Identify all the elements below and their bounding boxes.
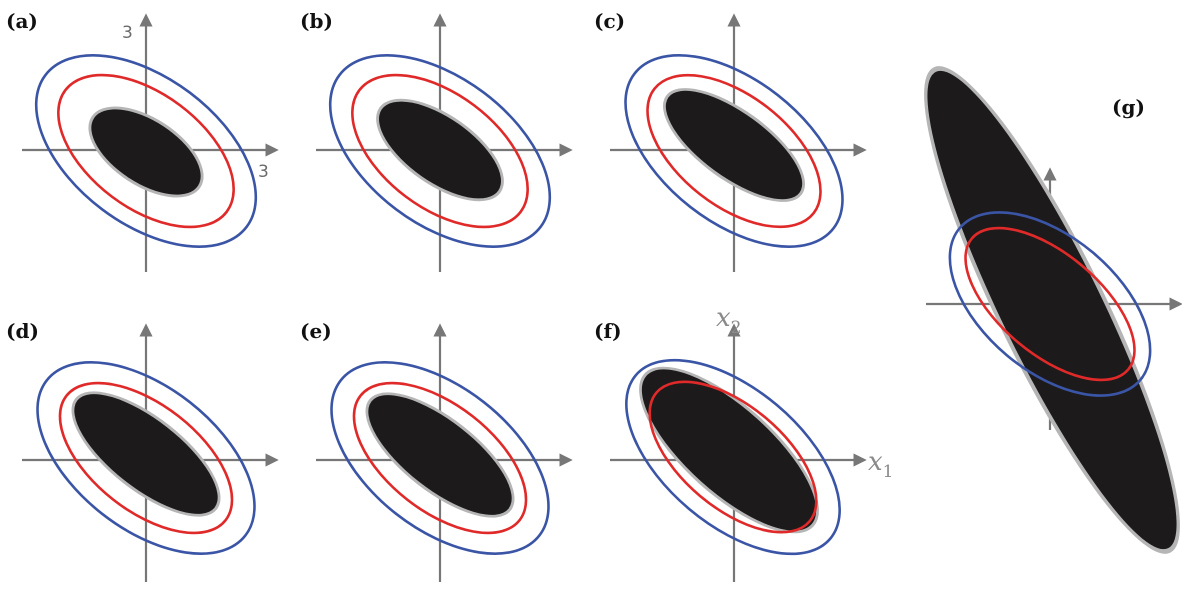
- panel-label: (f): [594, 319, 622, 343]
- inner-ellipse: [646, 73, 822, 229]
- sample-cloud: [91, 109, 201, 195]
- outer-ellipse: [624, 54, 844, 248]
- outer-ellipse: [36, 361, 256, 555]
- x-axis-name: x1: [868, 447, 894, 482]
- panel-label: (e): [300, 319, 332, 343]
- outer-ellipse: [328, 54, 552, 248]
- inner-ellipse: [352, 381, 528, 535]
- inner-ellipse: [58, 381, 234, 535]
- sample-cloud: [368, 395, 512, 515]
- inner-ellipse: [57, 73, 235, 229]
- panel-label: (b): [300, 9, 333, 33]
- panel-b: (b): [300, 9, 573, 272]
- panel-g: (g): [924, 66, 1182, 554]
- sample-cloud: [74, 394, 218, 514]
- inner-ellipse: [648, 380, 818, 534]
- panel-label: (c): [594, 9, 625, 33]
- panel-f: (f) x2 x1: [594, 303, 894, 582]
- y-axis-name: x2: [716, 303, 742, 338]
- panel-label: (a): [6, 9, 38, 33]
- sample-cloud: [927, 70, 1177, 550]
- inner-ellipse: [964, 226, 1136, 382]
- x-tick-label: 3: [258, 162, 269, 182]
- panel-a: (a) 3 3: [6, 9, 279, 272]
- panel-label: (g): [1112, 95, 1145, 119]
- outer-ellipse: [330, 361, 550, 555]
- sample-cloud: [665, 90, 803, 200]
- outer-ellipse: [34, 54, 258, 248]
- panel-c: (c): [594, 9, 867, 272]
- panel-e: (e): [300, 319, 573, 582]
- sample-cloud: [379, 101, 501, 199]
- inner-ellipse: [351, 73, 529, 229]
- sample-cloud: [641, 369, 817, 531]
- panel-d: (d): [6, 319, 279, 582]
- outer-ellipse: [948, 211, 1152, 397]
- panel-label: (d): [6, 319, 39, 343]
- y-tick-label: 3: [122, 23, 133, 43]
- outer-ellipse: [625, 358, 841, 556]
